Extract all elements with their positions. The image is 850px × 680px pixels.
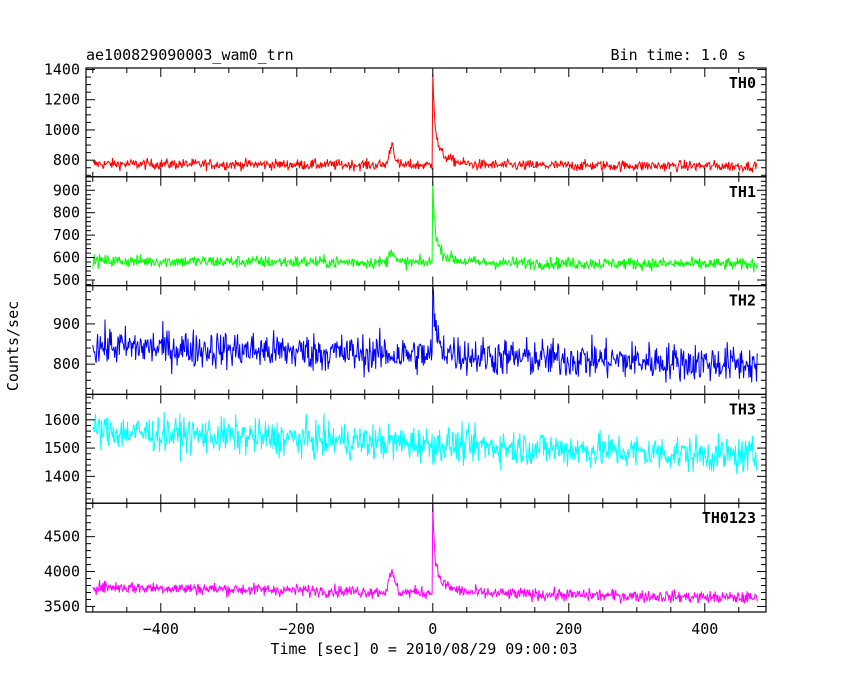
y-tick-label: 500 [53,271,80,289]
panel-label: TH0 [729,74,756,92]
x-axis-label: Time [sec] 0 = 2010/08/29 09:00:03 [270,640,577,658]
y-tick-label: 800 [53,151,80,169]
panel-th0123: 3500 4000 4500 TH0123 [44,502,767,615]
y-tick-label: 800 [53,355,80,373]
x-tick-label: 400 [691,620,718,638]
y-tick-label: 1000 [44,121,80,139]
y-tick-label: 3500 [44,597,80,615]
series-line-th0 [92,73,758,174]
panel-th3: 1400 1500 1600 TH3 [44,393,767,504]
y-tick-label: 1500 [44,439,80,457]
figure-title: ae100829090003_wam0_trn [86,46,294,64]
y-tick-label: 1600 [44,411,80,429]
x-tick-label: −200 [279,620,315,638]
panel-th0: 800 1000 1200 1400 TH0 [44,61,767,178]
y-tick-label: 4000 [44,563,80,581]
y-tick-label: 1400 [44,61,80,79]
series-line-th1 [92,180,758,273]
x-tick-label: 200 [555,620,582,638]
series-line-th0123 [92,503,758,604]
y-tick-label: 700 [53,226,80,244]
y-tick-label: 900 [53,181,80,199]
y-tick-label: 800 [53,204,80,222]
panel-frame [85,67,767,178]
panel-label: TH0123 [702,509,756,527]
panel-label: TH3 [729,400,756,418]
bin-time-label: Bin time: 1.0 s [611,46,746,64]
series-line-th3 [92,411,758,475]
panels: 800 1000 1200 1400 TH0 500 600 700 800 900 TH1 800 9… [44,61,767,638]
series-line-th2 [92,285,758,383]
panel-label: TH1 [729,183,756,201]
y-tick-label: 4500 [44,528,80,546]
x-tick-label: −400 [143,620,179,638]
panel-frame [85,176,767,287]
panel-th1: 500 600 700 800 900 TH1 [53,176,767,289]
y-axis-label: Counts/sec [4,301,22,391]
y-tick-label: 1200 [44,91,80,109]
y-tick-label: 600 [53,249,80,267]
panel-th2: 800 900 TH2 [53,285,767,396]
y-tick-label: 900 [53,315,80,333]
panel-frame [85,393,767,504]
y-tick-label: 1400 [44,467,80,485]
x-tick-label: 0 [428,620,437,638]
panel-label: TH2 [729,292,756,310]
